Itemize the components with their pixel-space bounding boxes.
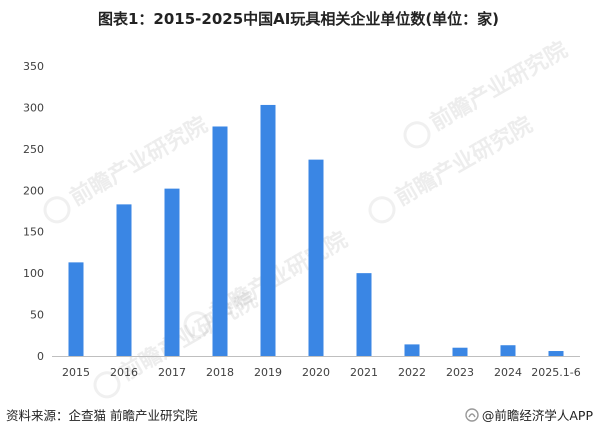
x-tick-label: 2024 xyxy=(494,366,522,379)
bar xyxy=(500,345,516,356)
x-tick-label: 2020 xyxy=(302,366,330,379)
bar xyxy=(308,159,324,356)
y-tick-label: 350 xyxy=(23,60,44,73)
y-tick-label: 150 xyxy=(23,226,44,239)
bar xyxy=(548,351,564,356)
y-tick-label: 250 xyxy=(23,143,44,156)
bar xyxy=(452,347,468,356)
watermark-logo-icon xyxy=(183,311,211,339)
x-tick-label: 2018 xyxy=(206,366,234,379)
bar xyxy=(212,126,228,356)
source-note: 资料来源：企查猫 前瞻产业研究院 xyxy=(6,408,198,423)
x-axis: 2015 2016 2017 2018 2019 2020 2021 2022 2023 2024… xyxy=(62,366,581,379)
watermark-text: 前瞻产业研究院 xyxy=(66,112,212,212)
brand-credit: @前瞻经济学人APP xyxy=(465,405,593,424)
y-tick-label: 0 xyxy=(37,350,44,363)
bar xyxy=(68,262,84,356)
brand-logo-icon xyxy=(465,407,479,422)
bar xyxy=(356,273,372,356)
watermark-logo-icon xyxy=(403,121,431,149)
watermark-logo-icon xyxy=(43,196,71,224)
y-axis: 0 50 100 150 200 250 300 350 xyxy=(23,60,44,363)
bar xyxy=(164,188,180,356)
x-tick-label: 2021 xyxy=(350,366,378,379)
x-tick-label: 2023 xyxy=(446,366,474,379)
watermark-text: 前瞻产业研究院 xyxy=(206,227,352,327)
footer: 资料来源：企查猫 前瞻产业研究院 @前瞻经济学人APP xyxy=(0,405,597,425)
brand-label: @前瞻经济学人APP xyxy=(481,408,593,423)
y-tick-label: 100 xyxy=(23,267,44,280)
bars xyxy=(68,104,564,356)
watermark-logo-icon xyxy=(93,371,121,399)
watermark-text: 前瞻产业研究院 xyxy=(426,37,572,137)
chart-title: 图表1：2015-2025中国AI玩具相关企业单位数(单位：家) xyxy=(97,10,500,28)
y-tick-label: 200 xyxy=(23,184,44,197)
x-tick-label: 2025.1-6 xyxy=(531,366,580,379)
watermark-logo-icon xyxy=(368,196,396,224)
x-tick-label: 2022 xyxy=(398,366,426,379)
watermark-text: 前瞻产业研究院 xyxy=(391,112,537,212)
x-tick-label: 2019 xyxy=(254,366,282,379)
x-tick-label: 2015 xyxy=(62,366,90,379)
x-tick-label: 2016 xyxy=(110,366,138,379)
bar xyxy=(404,344,420,356)
bar xyxy=(260,104,276,356)
y-tick-label: 300 xyxy=(23,101,44,114)
x-tick-label: 2017 xyxy=(158,366,186,379)
bar xyxy=(116,204,132,356)
y-tick-label: 50 xyxy=(30,309,44,322)
